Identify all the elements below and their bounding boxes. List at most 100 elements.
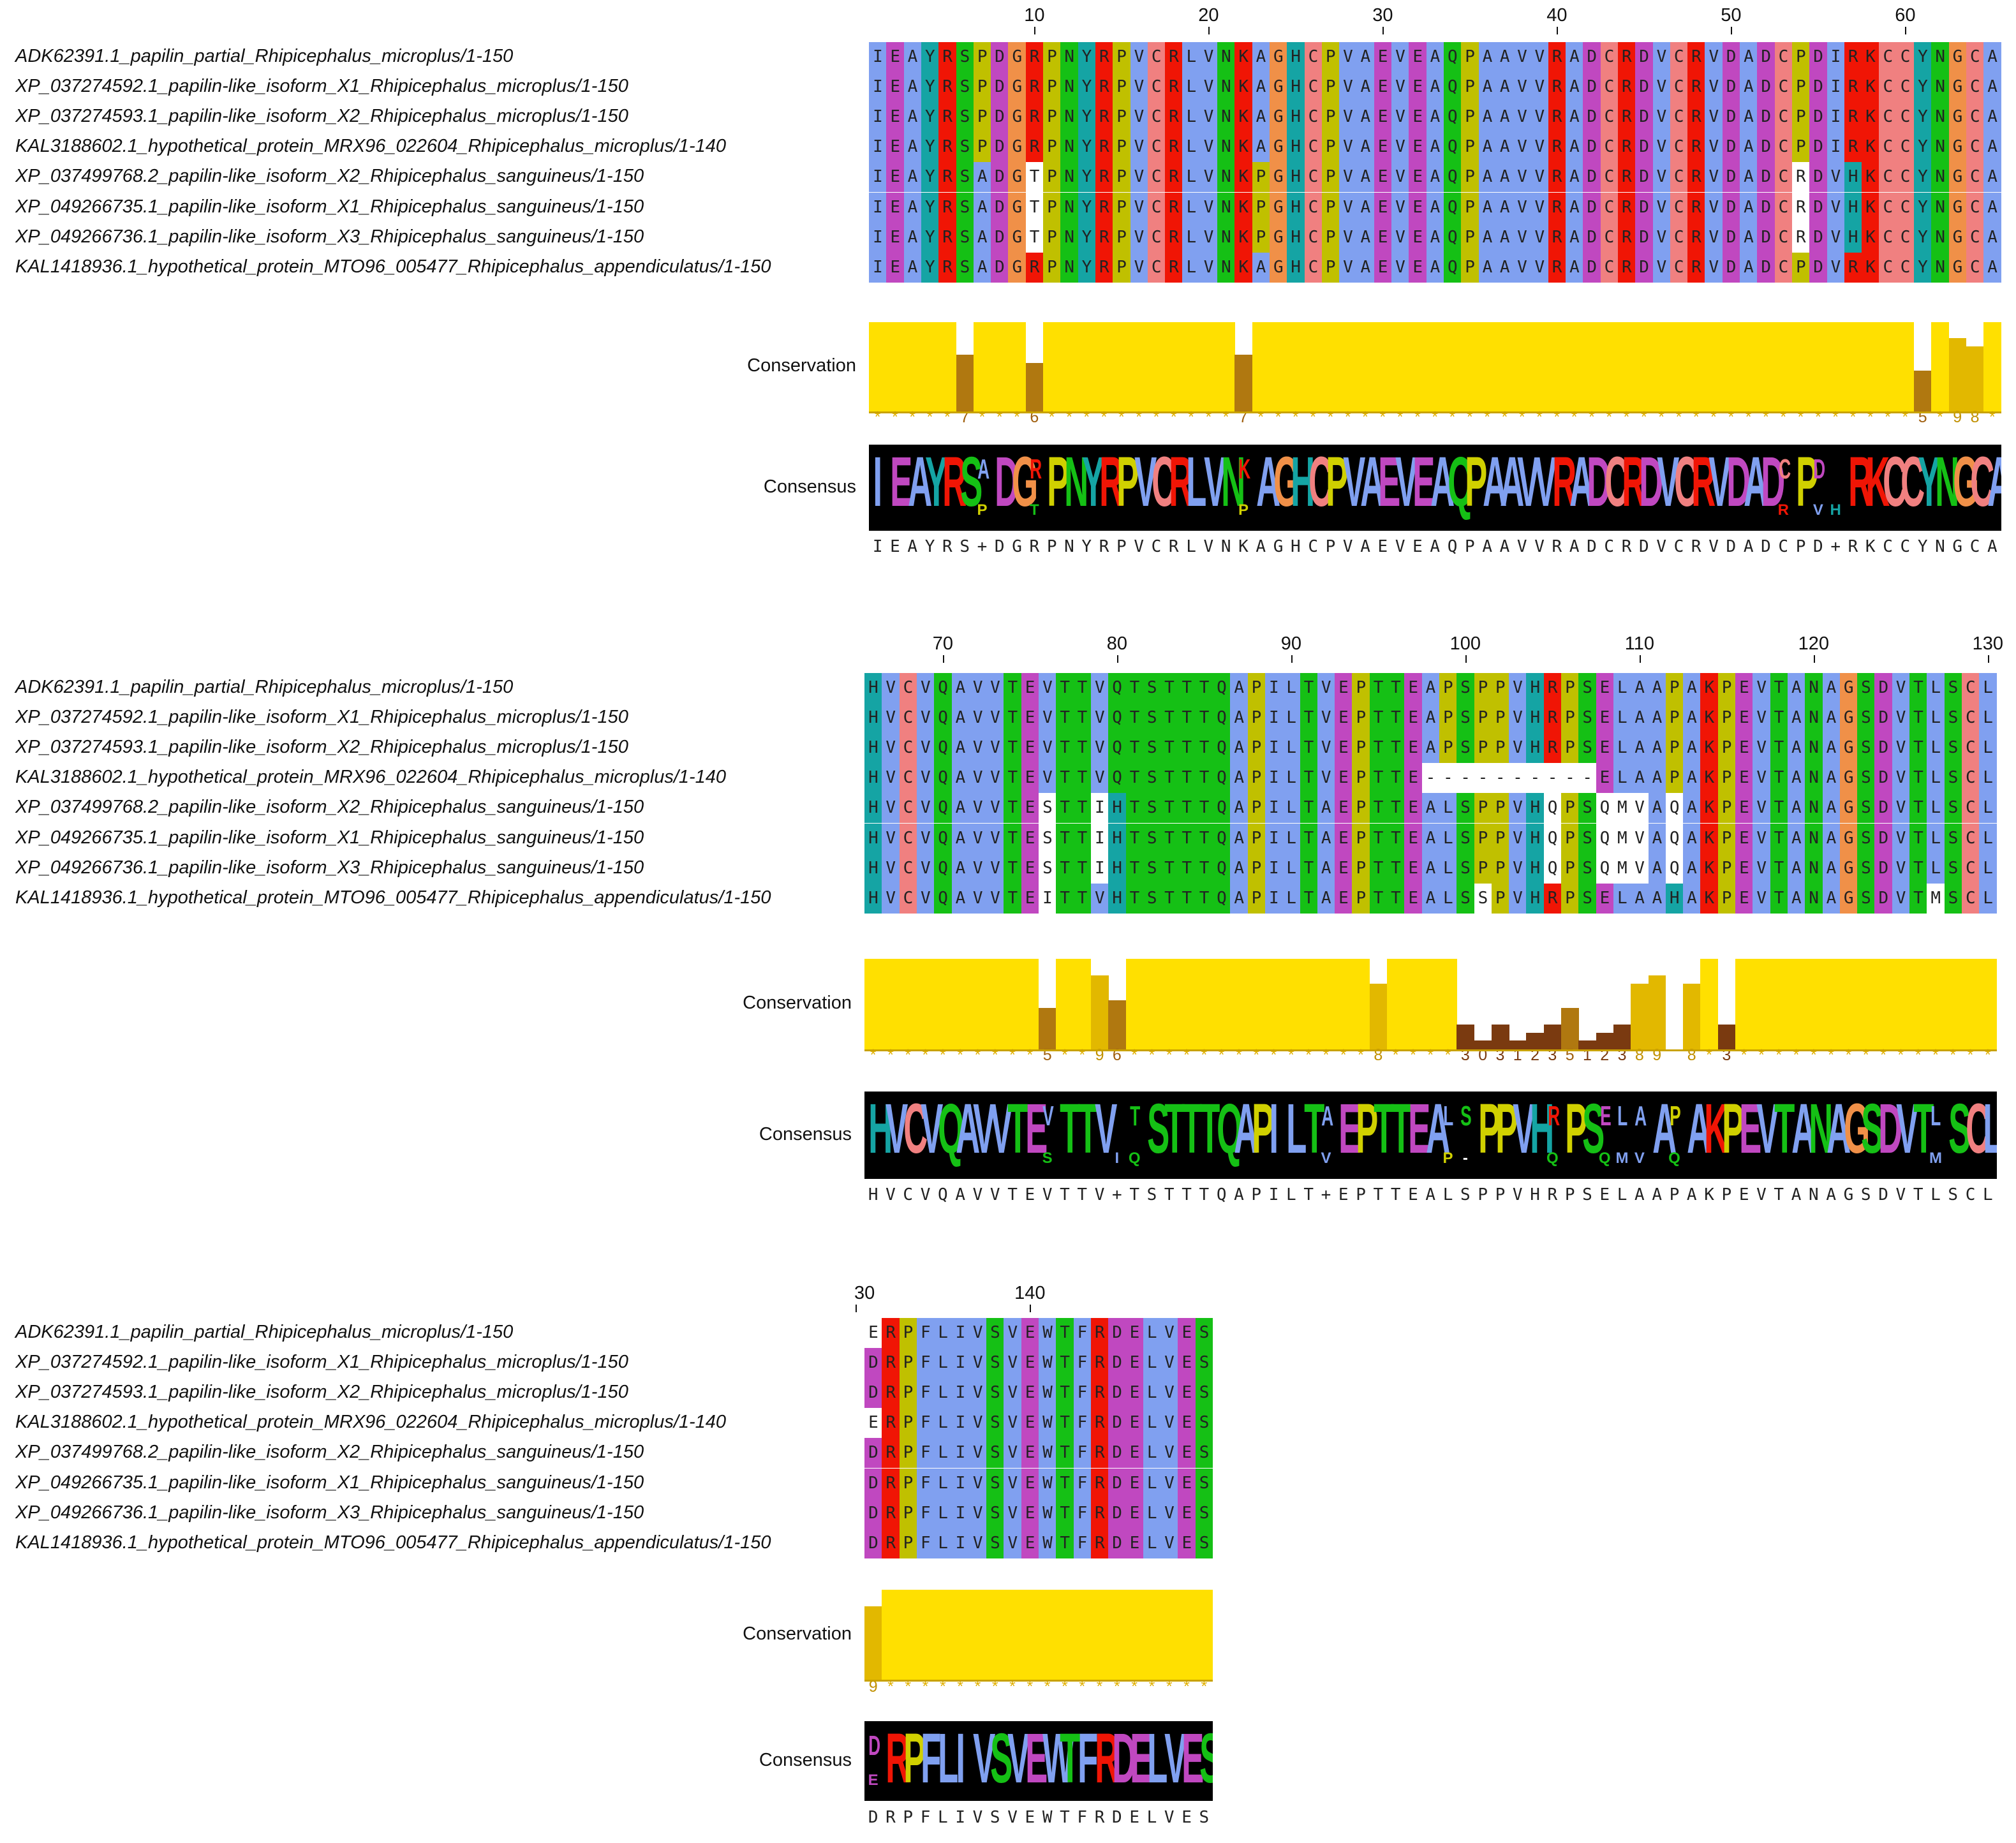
sequence-name[interactable]: ADK62391.1_papilin_partial_Rhipicephalus… bbox=[15, 677, 514, 697]
residue-cell: R bbox=[938, 132, 956, 163]
sequence-name[interactable]: XP_037499768.2_papilin-like_isoform_X2_R… bbox=[15, 1442, 644, 1463]
conservation-score: * bbox=[974, 1046, 981, 1064]
sequence-name[interactable]: KAL1418936.1_hypothetical_protein_MTO96_… bbox=[15, 1532, 771, 1553]
residue-cell: V bbox=[1130, 192, 1148, 223]
residue-cell: V bbox=[1892, 673, 1910, 704]
residue-cell: R bbox=[1548, 162, 1566, 193]
residue-cell: H bbox=[864, 853, 882, 884]
residue-cell: A bbox=[1566, 72, 1583, 103]
conservation-bar bbox=[1631, 983, 1649, 1049]
consensus-residue: P bbox=[1564, 1185, 1575, 1204]
consensus-residue: P bbox=[903, 1808, 914, 1827]
residue-cell: L bbox=[1182, 252, 1201, 283]
residue-cell: I bbox=[1264, 763, 1283, 794]
sequence-name[interactable]: ADK62391.1_papilin_partial_Rhipicephalus… bbox=[15, 46, 514, 66]
residue-cell: D bbox=[1108, 1438, 1126, 1469]
residue-cell: I bbox=[869, 162, 887, 193]
residue-cell: A bbox=[1566, 132, 1583, 163]
residue-cell: E bbox=[1178, 1468, 1196, 1499]
residue-cell: V bbox=[1199, 252, 1218, 283]
sequence-name[interactable]: XP_037274593.1_papilin-like_isoform_X2_R… bbox=[15, 737, 628, 758]
residue-cell: - bbox=[1543, 763, 1562, 794]
sequence-name[interactable]: KAL3188602.1_hypothetical_protein_MRX96_… bbox=[15, 136, 727, 157]
sequence-name[interactable]: XP_049266735.1_papilin-like_isoform_X1_R… bbox=[15, 1472, 644, 1493]
residue-cell: Q bbox=[1543, 793, 1562, 824]
residue-cell: D bbox=[1874, 763, 1893, 794]
residue-cell: D bbox=[1757, 162, 1775, 193]
sequence-name[interactable]: KAL1418936.1_hypothetical_protein_MTO96_… bbox=[15, 256, 771, 277]
position-tick-label: 110 bbox=[1624, 633, 1654, 654]
sequence-name[interactable]: XP_037274593.1_papilin-like_isoform_X2_R… bbox=[15, 106, 628, 127]
residue-cell: G bbox=[1839, 883, 1858, 914]
residue-cell: S bbox=[986, 1438, 1004, 1469]
residue-cell: R bbox=[882, 1468, 900, 1499]
sequence-name[interactable]: KAL1418936.1_hypothetical_protein_MTO96_… bbox=[15, 887, 771, 908]
consensus-residue: V bbox=[1007, 1808, 1018, 1827]
residue-cell: K bbox=[1234, 132, 1253, 163]
residue-cell: G bbox=[1839, 793, 1858, 824]
residue-cell: T bbox=[1056, 1468, 1074, 1499]
sequence-name[interactable]: XP_049266735.1_papilin-like_isoform_X1_R… bbox=[15, 196, 644, 217]
residue-cell: A bbox=[1495, 72, 1514, 103]
residue-cell: V bbox=[1652, 222, 1671, 253]
logo-letter: T bbox=[1373, 1092, 1395, 1169]
residue-cell: E bbox=[1021, 1438, 1039, 1469]
residue-cell: T bbox=[1300, 673, 1318, 704]
logo-letter: V bbox=[1395, 445, 1418, 522]
residue-cell: A bbox=[1426, 192, 1444, 223]
consensus-residue: T bbox=[1077, 1185, 1088, 1204]
sequence-name[interactable]: XP_037274592.1_papilin-like_isoform_X1_R… bbox=[15, 76, 628, 97]
conservation-bar bbox=[956, 354, 974, 411]
residue-cell: A bbox=[1230, 703, 1249, 734]
sequence-name[interactable]: XP_049266736.1_papilin-like_isoform_X3_R… bbox=[15, 1502, 644, 1523]
residue-cell: A bbox=[1317, 853, 1335, 884]
sequence-name[interactable]: XP_037274592.1_papilin-like_isoform_X1_R… bbox=[15, 707, 628, 728]
residue-cell: Q bbox=[1443, 252, 1462, 283]
residue-cell: Q bbox=[1543, 853, 1562, 884]
conservation-bar bbox=[1056, 1590, 1074, 1680]
residue-cell: E bbox=[1404, 823, 1423, 854]
sequence-name[interactable]: KAL3188602.1_hypothetical_protein_MRX96_… bbox=[15, 767, 727, 788]
residue-cell: P bbox=[1791, 72, 1810, 103]
residue-cell: D bbox=[1809, 192, 1827, 223]
residue-cell: T bbox=[1004, 883, 1022, 914]
sequence-name[interactable]: XP_037499768.2_papilin-like_isoform_X2_R… bbox=[15, 166, 644, 187]
residue-cell: L bbox=[1282, 883, 1300, 914]
residue-cell: S bbox=[1456, 883, 1474, 914]
residue-cell: I bbox=[1827, 102, 1845, 133]
residue-cell: T bbox=[1909, 853, 1927, 884]
residue-cell: Y bbox=[921, 72, 939, 103]
sequence-name[interactable]: ADK62391.1_papilin_partial_Rhipicephalus… bbox=[15, 1322, 514, 1342]
logo-letter: R bbox=[1552, 445, 1576, 522]
residue-cell: T bbox=[1178, 763, 1196, 794]
logo-letter: P bbox=[1796, 445, 1819, 522]
residue-cell: H bbox=[1287, 72, 1305, 103]
residue-cell: P bbox=[1043, 42, 1061, 73]
residue-cell: E bbox=[1335, 883, 1353, 914]
consensus-residue: P bbox=[1495, 1185, 1506, 1204]
sequence-name[interactable]: XP_049266736.1_papilin-like_isoform_X3_R… bbox=[15, 226, 644, 247]
conservation-bar bbox=[1961, 959, 1980, 1049]
conservation-score: * bbox=[1048, 408, 1055, 426]
sequence-name[interactable]: XP_037499768.2_papilin-like_isoform_X2_R… bbox=[15, 797, 644, 818]
residue-cell: H bbox=[1844, 192, 1862, 223]
residue-cell: E bbox=[1178, 1498, 1196, 1528]
sequence-name[interactable]: KAL3188602.1_hypothetical_protein_MRX96_… bbox=[15, 1412, 727, 1433]
residue-cell: I bbox=[1827, 132, 1845, 163]
residue-cell: L bbox=[934, 1528, 952, 1558]
residue-cell: T bbox=[1300, 763, 1318, 794]
logo-letter: I bbox=[955, 1721, 965, 1798]
conservation-score: * bbox=[1623, 408, 1630, 426]
residue-cell: A bbox=[1230, 853, 1249, 884]
conservation-bar bbox=[1374, 322, 1392, 411]
sequence-name[interactable]: XP_049266735.1_papilin-like_isoform_X1_R… bbox=[15, 827, 644, 848]
logo-letter: T bbox=[1060, 1721, 1081, 1798]
position-tick-mark bbox=[1382, 27, 1384, 34]
sequence-name[interactable]: XP_049266736.1_papilin-like_isoform_X3_R… bbox=[15, 857, 644, 878]
sequence-name[interactable]: XP_037274593.1_papilin-like_isoform_X2_R… bbox=[15, 1382, 628, 1403]
residue-cell: V bbox=[1892, 703, 1910, 734]
residue-cell: D bbox=[991, 102, 1009, 133]
residue-cell: H bbox=[864, 763, 882, 794]
residue-cell: P bbox=[1247, 763, 1266, 794]
sequence-name[interactable]: XP_037274592.1_papilin-like_isoform_X1_R… bbox=[15, 1352, 628, 1373]
